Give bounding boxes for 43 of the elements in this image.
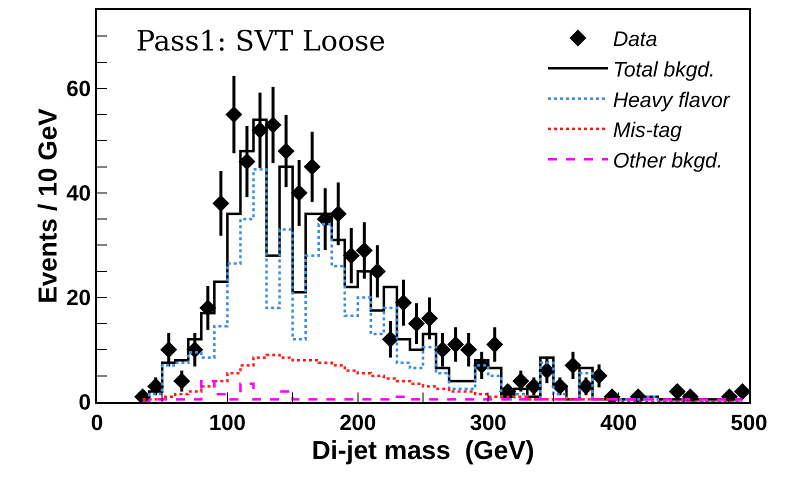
x-tick-label: 500	[730, 410, 768, 436]
point	[421, 310, 438, 327]
point	[668, 383, 686, 400]
point	[342, 247, 360, 264]
point	[304, 158, 321, 176]
point	[330, 205, 347, 222]
x-tick-label: 400	[600, 410, 637, 436]
y-tick-label: 20	[66, 285, 91, 310]
point	[382, 330, 399, 348]
point	[356, 242, 373, 259]
x-tick-label: 200	[339, 410, 376, 436]
y-tick-label: 40	[66, 180, 91, 206]
point	[225, 106, 242, 123]
point	[408, 315, 425, 332]
point	[447, 336, 464, 353]
point	[173, 372, 190, 390]
point	[460, 341, 478, 358]
point	[278, 142, 295, 160]
point	[525, 378, 542, 395]
point	[564, 356, 582, 374]
point	[368, 262, 386, 280]
point	[512, 372, 530, 390]
x-axis-title: Di-jet mass (GeV)	[312, 435, 534, 466]
point	[264, 116, 282, 134]
point	[290, 184, 308, 202]
y-tick-label: 0	[78, 390, 91, 415]
point	[212, 194, 230, 212]
y-tick-label: 60	[66, 76, 91, 102]
point	[394, 294, 412, 312]
legend-label: Data	[612, 28, 658, 52]
y-axis-title: Events / 10 GeV	[32, 108, 62, 304]
legend-label: Mis-tag	[612, 119, 682, 142]
x-tick-label: 300	[470, 410, 507, 436]
point	[486, 336, 504, 353]
point	[434, 341, 452, 358]
legend-label: Heavy flavor	[612, 88, 731, 112]
legend-label: Total bkgd.	[612, 58, 715, 82]
text: Pass1: SVT Loose	[136, 24, 386, 58]
legend-label: Other bkgd.	[612, 149, 723, 172]
point	[160, 341, 178, 358]
x-tick-label: 100	[209, 410, 246, 436]
point	[590, 367, 608, 384]
point	[238, 153, 256, 170]
